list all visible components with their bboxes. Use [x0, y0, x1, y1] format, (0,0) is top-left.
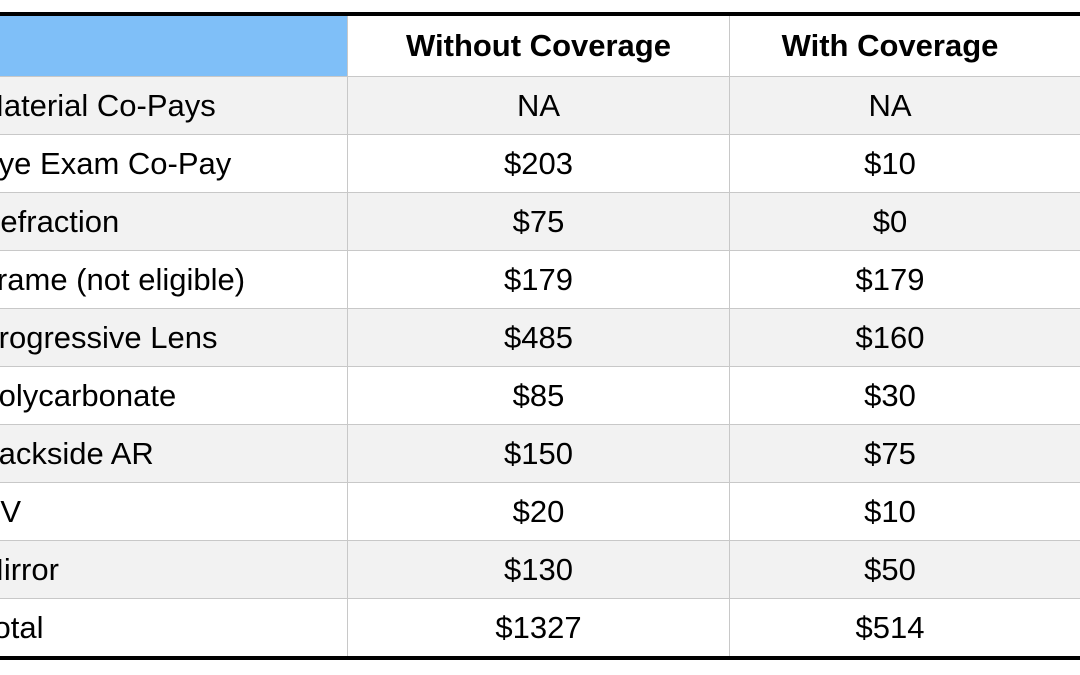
row-label: Frame (not eligible)	[0, 251, 348, 308]
with-coverage-text: $160	[855, 319, 925, 355]
without-coverage-value: $179	[348, 251, 730, 308]
with-coverage-text: NA	[868, 87, 912, 123]
row-label: Total	[0, 599, 348, 656]
row-label: Progressive Lens	[0, 309, 348, 366]
row-label: Refraction	[0, 193, 348, 250]
row-label: Polycarbonate	[0, 367, 348, 424]
without-coverage-value: $485	[348, 309, 730, 366]
row-label: Mirror	[0, 541, 348, 598]
with-coverage-text: $30	[864, 377, 916, 413]
with-coverage-text: $10	[864, 145, 916, 181]
with-coverage-value: $50	[730, 541, 1080, 598]
with-coverage-value: $0	[730, 193, 1080, 250]
with-coverage-value: $30	[730, 367, 1080, 424]
without-coverage-value: $203	[348, 135, 730, 192]
header-blank-cell	[0, 16, 348, 76]
header-without-coverage: Without Coverage	[348, 16, 730, 76]
table-row: Frame (not eligible) $179 $179	[0, 250, 1080, 308]
with-coverage-value: $75	[730, 425, 1080, 482]
with-coverage-value: $160	[730, 309, 1080, 366]
with-coverage-value: $179	[730, 251, 1080, 308]
without-coverage-value: $150	[348, 425, 730, 482]
row-label: Eye Exam Co-Pay	[0, 135, 348, 192]
with-coverage-text: $50	[864, 551, 916, 587]
with-coverage-text: $75	[864, 435, 916, 471]
without-coverage-value: NA	[348, 77, 730, 134]
without-coverage-value: $20	[348, 483, 730, 540]
row-label: Material Co-Pays	[0, 77, 348, 134]
table-row: Eye Exam Co-Pay $203 $10	[0, 134, 1080, 192]
table-row: UV $20 $10	[0, 482, 1080, 540]
table-row: Mirror $130 $50	[0, 540, 1080, 598]
header-with-coverage-label: With Coverage	[781, 28, 999, 63]
table-row: Refraction $75 $0	[0, 192, 1080, 250]
without-coverage-value: $85	[348, 367, 730, 424]
with-coverage-value: $10	[730, 135, 1080, 192]
without-coverage-value: $1327	[348, 599, 730, 656]
with-coverage-text: $514	[855, 609, 925, 645]
coverage-comparison-table: Without Coverage With Coverage Material …	[0, 12, 1080, 660]
table-row: Polycarbonate $85 $30	[0, 366, 1080, 424]
row-label: Backside AR	[0, 425, 348, 482]
header-with-coverage: With Coverage	[730, 16, 1080, 76]
table-row: Progressive Lens $485 $160	[0, 308, 1080, 366]
table-header-row: Without Coverage With Coverage	[0, 16, 1080, 76]
with-coverage-text: $0	[872, 203, 908, 239]
with-coverage-value: $10	[730, 483, 1080, 540]
with-coverage-value: NA	[730, 77, 1080, 134]
table-row-total: Total $1327 $514	[0, 598, 1080, 656]
with-coverage-value: $514	[730, 599, 1080, 656]
table-row: Backside AR $150 $75	[0, 424, 1080, 482]
with-coverage-text: $10	[864, 493, 916, 529]
with-coverage-text: $179	[855, 261, 925, 297]
table-row: Material Co-Pays NA NA	[0, 76, 1080, 134]
row-label: UV	[0, 483, 348, 540]
without-coverage-value: $130	[348, 541, 730, 598]
without-coverage-value: $75	[348, 193, 730, 250]
